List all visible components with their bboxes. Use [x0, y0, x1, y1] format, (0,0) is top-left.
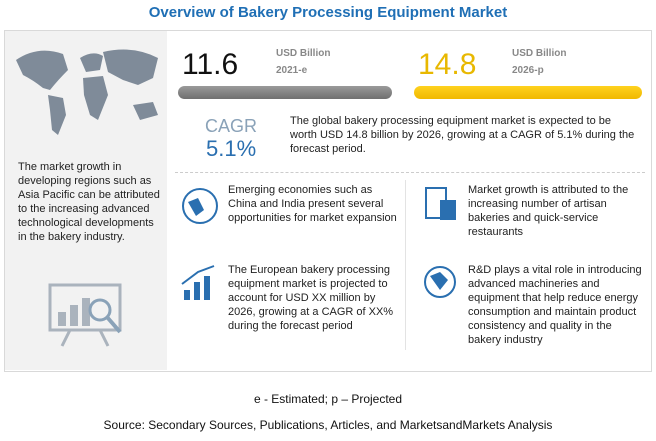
world-map [16, 49, 158, 135]
stat-value: 11.6 [182, 48, 239, 81]
stat-bar [414, 86, 642, 99]
source: Source: Secondary Sources, Publications,… [103, 418, 553, 432]
point-icon [425, 187, 456, 220]
point-text: Market growth is attributed to the incre… [468, 184, 629, 238]
point-icon [424, 266, 456, 298]
footnote: e - Estimated; p – Projected [253, 392, 403, 406]
frame [4, 30, 652, 372]
analytics-icon [48, 283, 122, 347]
cagr-value: 5.1% [206, 136, 257, 161]
stat-year: 2021-e [276, 65, 308, 76]
stat-unit: USD Billion [512, 48, 567, 59]
stat-year: 2026-p [512, 65, 544, 76]
left-text: The market growth in developing regions … [18, 161, 160, 243]
stat-bar [178, 86, 392, 99]
cagr-label: CAGR [205, 116, 258, 136]
summary: The global bakery processing equipment m… [290, 115, 635, 155]
divider [405, 180, 406, 350]
point-text: Emerging economies such as China and Ind… [228, 184, 397, 224]
stat-unit: USD Billion [276, 48, 331, 59]
point-icon [182, 188, 218, 224]
point-text: R&D plays a vital role in introducing ad… [468, 264, 642, 346]
divider [175, 172, 645, 173]
point-text: The European bakery processing equipment… [228, 264, 394, 332]
stat-value: 14.8 [418, 48, 477, 81]
point-icon [181, 265, 215, 300]
title: Overview of Bakery Processing Equipment … [148, 4, 508, 21]
